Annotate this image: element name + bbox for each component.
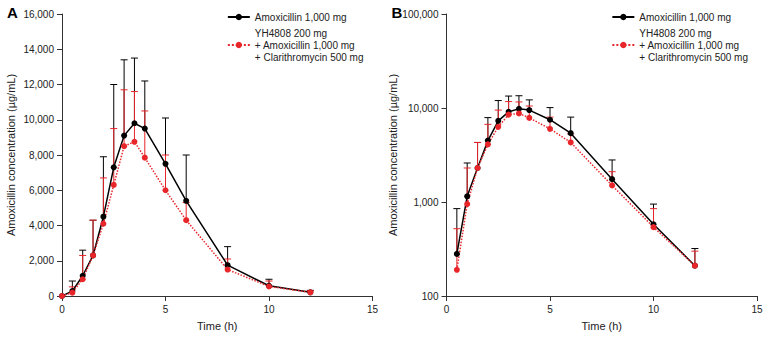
- svg-text:+ Clarithromycin 500 mg: + Clarithromycin 500 mg: [255, 52, 364, 63]
- svg-text:YH4808 200 mg: YH4808 200 mg: [639, 28, 711, 39]
- svg-text:YH4808 200 mg: YH4808 200 mg: [255, 28, 327, 39]
- svg-text:0: 0: [444, 304, 450, 315]
- svg-text:A: A: [7, 4, 18, 21]
- svg-text:4,000: 4,000: [29, 220, 54, 231]
- svg-text:B: B: [392, 4, 403, 21]
- svg-text:Amoxicillin concentration (µg/: Amoxicillin concentration (µg/mL): [387, 74, 399, 236]
- svg-text:10: 10: [263, 304, 275, 315]
- svg-text:+ Amoxicillin 1,000 mg: + Amoxicillin 1,000 mg: [255, 40, 355, 51]
- svg-text:10,000: 10,000: [23, 114, 54, 125]
- svg-text:6,000: 6,000: [29, 185, 54, 196]
- svg-text:0: 0: [59, 304, 65, 315]
- svg-text:Amoxicillin 1,000 mg: Amoxicillin 1,000 mg: [639, 12, 731, 23]
- svg-text:5: 5: [163, 304, 169, 315]
- svg-text:0: 0: [48, 291, 54, 302]
- svg-text:Time (h): Time (h): [581, 320, 622, 332]
- svg-text:8,000: 8,000: [29, 150, 54, 161]
- svg-text:15: 15: [367, 304, 379, 315]
- svg-text:15: 15: [751, 304, 763, 315]
- svg-text:12,000: 12,000: [23, 79, 54, 90]
- svg-text:+ Clarithromycin 500 mg: + Clarithromycin 500 mg: [639, 52, 748, 63]
- svg-text:+ Amoxicillin 1,000 mg: + Amoxicillin 1,000 mg: [639, 40, 739, 51]
- svg-text:5: 5: [547, 304, 553, 315]
- svg-text:10,000: 10,000: [408, 103, 439, 114]
- svg-text:1,000: 1,000: [413, 197, 438, 208]
- svg-text:100: 100: [422, 291, 439, 302]
- svg-text:100,000: 100,000: [402, 9, 439, 20]
- svg-text:Amoxicillin concentration (µg/: Amoxicillin concentration (µg/mL): [5, 74, 17, 236]
- svg-text:14,000: 14,000: [23, 44, 54, 55]
- svg-text:10: 10: [648, 304, 660, 315]
- svg-text:Amoxicillin 1,000 mg: Amoxicillin 1,000 mg: [255, 12, 347, 23]
- svg-text:2,000: 2,000: [29, 255, 54, 266]
- svg-text:Time (h): Time (h): [197, 320, 238, 332]
- svg-text:16,000: 16,000: [23, 9, 54, 20]
